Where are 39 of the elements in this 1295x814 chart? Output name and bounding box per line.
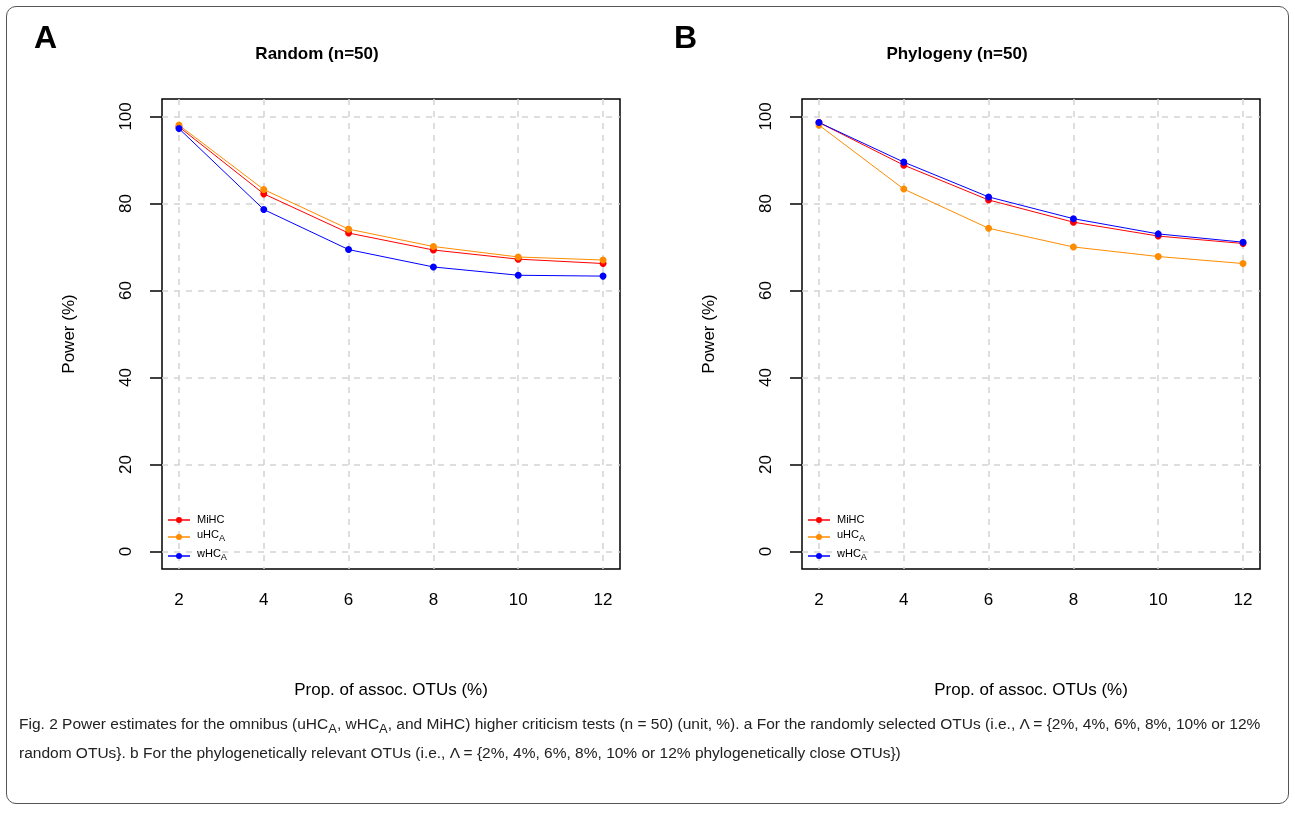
text: A — [34, 19, 58, 55]
chart-title: Random (n=50) — [255, 44, 379, 63]
legend-label: wHC$_{A}$ — [837, 546, 867, 565]
y-tick-label: 60 — [756, 281, 775, 300]
legend-label: wHC$_{A}$ — [197, 546, 227, 565]
legend-label: uHC$_{A}$ — [197, 527, 226, 546]
y-tick-label: 0 — [116, 546, 135, 557]
x-tick-label: 12 — [593, 590, 613, 609]
caption: Fig. 2 Power estimates for the omnibus (uHC$_{A}$, wHC$_{A}$, and MiHC) higher criticism tests (n = 50) (unit, %). a For the randomly selected OTUs (i.e., Λ = {2%, 4%, 6%, 8%, 10% or 12% random OTUs}. b For the phylogenetically relevant OTUs (i.e., Λ = {2%, 4%, 6%, 8%, 10% or 12% phylogenetically close OTUs}) — [18, 714, 1262, 764]
y-tick-label: 20 — [116, 455, 135, 475]
y-tick-label: 100 — [756, 102, 775, 131]
x-tick-label: 4 — [899, 590, 909, 609]
y-axis-title: Power (%) — [699, 294, 718, 374]
x-tick-label: 8 — [1068, 590, 1079, 609]
x-axis-title: Prop. of assoc. OTUs (%) — [294, 680, 488, 699]
y-tick-label: 20 — [756, 455, 775, 475]
y-tick-label: 80 — [116, 193, 135, 213]
x-tick-label: 12 — [1233, 590, 1253, 609]
x-tick-label: 10 — [1148, 590, 1168, 609]
x-tick-label: 10 — [508, 590, 528, 609]
x-tick-label: 6 — [983, 590, 994, 609]
x-tick-label: 2 — [174, 590, 184, 609]
legend-label: MiHC — [197, 512, 225, 527]
x-tick-label: 2 — [814, 590, 824, 609]
y-tick-label: 80 — [756, 193, 775, 213]
y-tick-label: 40 — [116, 368, 135, 387]
chart-title: Phylogeny (n=50) — [886, 44, 1028, 63]
x-tick-label: 4 — [259, 590, 269, 609]
text: B — [674, 19, 698, 55]
x-axis-title: Prop. of assoc. OTUs (%) — [934, 680, 1128, 699]
legend-label: uHC$_{A}$ — [837, 527, 866, 546]
y-tick-label: 40 — [756, 368, 775, 387]
y-tick-label: 0 — [756, 546, 775, 557]
y-tick-label: 60 — [116, 281, 135, 300]
y-axis-title: Power (%) — [59, 294, 78, 374]
x-tick-label: 8 — [428, 590, 439, 609]
y-tick-label: 100 — [116, 102, 135, 131]
legend-label: MiHC — [837, 512, 865, 527]
x-tick-label: 6 — [343, 590, 354, 609]
